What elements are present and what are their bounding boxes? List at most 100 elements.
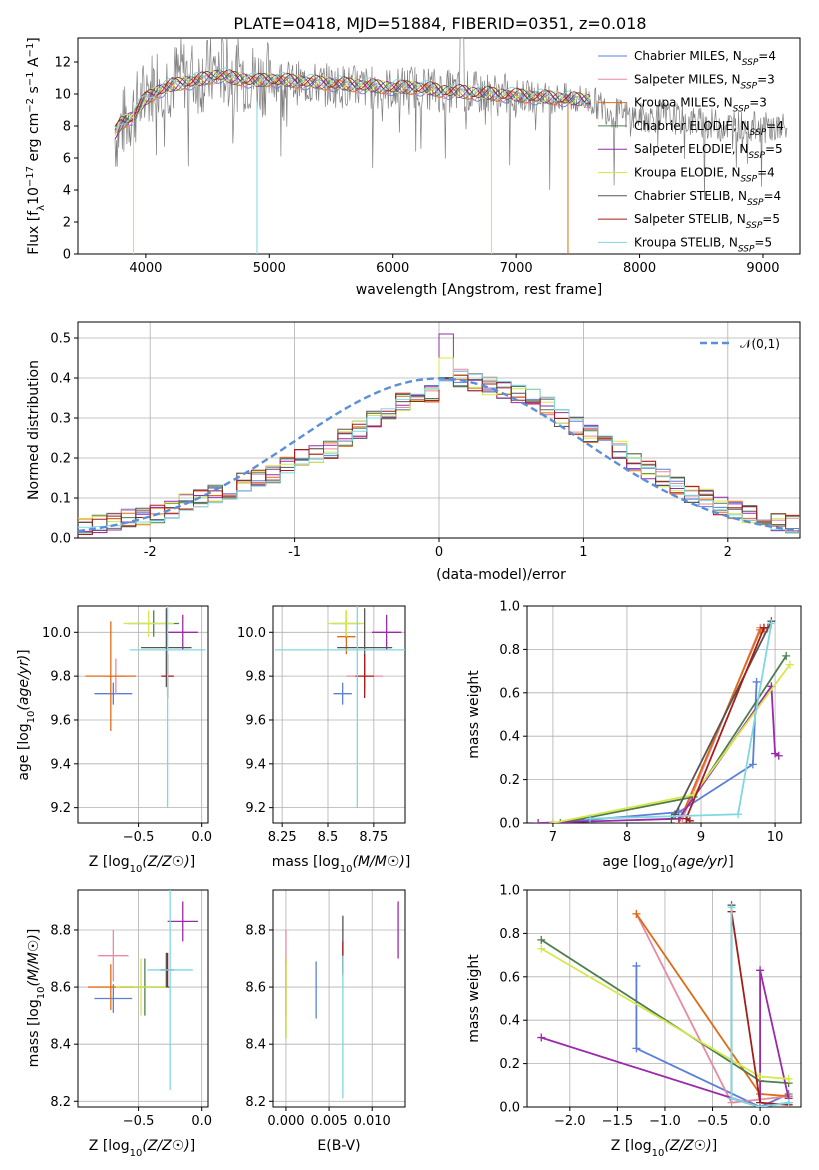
y-tick-label: 0.2 [499,773,520,788]
text-part: SSP [742,58,759,68]
y-tick-label: 0.0 [499,1101,520,1116]
text-part: 10 [652,1148,665,1159]
text-part: =5 [754,235,772,249]
x-axis-label: Z [log10(Z/Z☉)] [611,1138,717,1159]
axes-frame [272,889,406,1108]
text-part: SSP [747,198,764,208]
x-tick-label: −2.0 [554,1114,586,1129]
y-tick-label: 2 [63,216,71,231]
plus-marker [727,1094,736,1103]
text-part: mass [log [272,854,340,870]
y-tick-label: 8 [63,120,71,135]
mass-weight-line [560,655,787,823]
text-part: =4 [766,119,784,133]
plus-marker [756,1072,765,1081]
text-part: SSP [741,175,758,185]
text-part: ] [190,1138,195,1154]
text-part: =3 [749,96,767,110]
text-part: A [26,57,42,71]
legend-entry: Chabrier ELODIE, NSSP=4 [634,119,784,138]
y-tick-label: 9.6 [50,713,71,728]
legend-entry: Kroupa ELODIE, NSSP=4 [634,166,775,185]
y-tick-label: 0.3 [50,412,71,427]
text-part: age [log [602,854,659,870]
plus-marker [759,623,768,632]
x-tick-label: 8000 [623,261,656,276]
text-part: =4 [757,166,775,180]
text-part: =3 [757,72,775,86]
histogram-steps [78,333,800,535]
text-part: −2 [25,98,36,113]
y-tick-label: 1.0 [499,600,520,615]
massweight-vs-age-axes: 7 8 9 10 0.0 0.2 0.4 0.6 0.8 1.0 [499,600,802,845]
y-tick-label: 8.4 [245,1038,266,1053]
mass-weight-line [670,620,773,820]
x-tick-label: 0.0 [750,1114,771,1129]
y-tick-label: 9.2 [50,801,71,816]
axes-frame [272,605,406,824]
x-axis-label: mass [log10(M/M☉)] [272,854,411,875]
y-axis-label: mass [log10(M/M☉)] [26,929,47,1068]
y-tick-label: 0 [63,248,71,263]
age-vs-Z-axes: −0.5 0.0 9.2 9.4 9.6 9.8 10.0 [42,605,212,845]
mass-weight-line [541,970,790,1107]
y-tick-label: 8.8 [50,923,71,938]
text-part: ] [16,649,32,654]
y-tick-label: 0.0 [50,532,71,547]
text-part: λ [36,205,47,211]
text-part: SSP [746,221,763,231]
text-part: ] [405,854,410,870]
y-tick-label: 0.2 [499,1057,520,1072]
y-tick-label: 8.6 [245,981,266,996]
spectrum-lines [114,38,788,254]
y-tick-label: 12 [54,56,71,71]
y-tick-label: 0.4 [50,372,71,387]
plus-marker [784,1098,793,1107]
model-spectrum-line [114,67,591,129]
text-part: Kroupa MILES, N [634,96,733,110]
text-part: Chabrier ELODIE, N [634,119,750,133]
x-tick-label: 0.000 [267,1114,304,1129]
text-part: ] [728,854,733,870]
legend-entry: Kroupa MILES, NSSP=3 [634,96,767,115]
x-tick-label: −0.5 [697,1114,729,1129]
x-axis-label: age [log10(age/yr)] [602,854,733,875]
text-part: ] [190,854,195,870]
plus-marker [548,819,557,823]
y-tick-label: 0.8 [499,643,520,658]
x-tick-label: 2 [724,545,732,560]
text-part: 10 [26,711,37,724]
mass-weight-line [685,627,765,822]
plus-marker [784,1074,793,1083]
text-part: 10 [36,987,47,1000]
mass-vs-EBV-points [285,901,399,1099]
y-tick-label: 4 [63,184,71,199]
text-part: (M/M☉) [352,854,404,870]
massweight-vs-age-series [534,617,794,823]
x-tick-label: 5000 [253,261,286,276]
mass-vs-Z-axes: −0.5 0.0 8.2 8.4 8.6 8.8 [50,889,212,1129]
text-part: =5 [765,142,783,156]
plus-marker [632,1044,641,1053]
x-tick-label: -1 [288,545,301,560]
text-part: ] [26,37,42,42]
text-part: SSP [748,151,765,161]
x-tick-label: 0.0 [191,1114,212,1129]
legend-entry: Salpeter MILES, NSSP=3 [634,72,775,91]
legend-entry: 𝒩(0,1) [740,337,780,351]
massweight-vs-Z-series [537,901,793,1107]
text-part: 10 [130,1148,143,1159]
text-part: Kroupa ELODIE, N [634,166,741,180]
y-tick-label: 10.0 [42,626,71,641]
x-tick-label: 7 [549,830,557,845]
model-spectrum-line [114,69,591,139]
plus-marker [756,966,765,975]
figure-title: PLATE=0418, MJD=51884, FIBERID=0351, z=0… [233,14,646,33]
text-part: Flux [f [26,210,42,255]
mass-vs-EBV-axes: 0.000 0.005 0.010 8.2 8.4 8.6 8.8 [245,889,406,1129]
x-axis-label: (data-model)/error [436,567,566,583]
y-tick-label: 9.8 [245,670,266,685]
x-tick-label: 8.75 [359,830,388,845]
gaussian-curve [78,377,800,533]
